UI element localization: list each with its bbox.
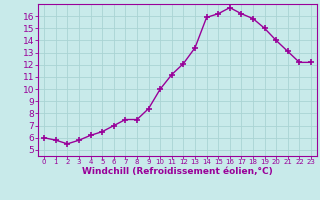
X-axis label: Windchill (Refroidissement éolien,°C): Windchill (Refroidissement éolien,°C) [82,167,273,176]
